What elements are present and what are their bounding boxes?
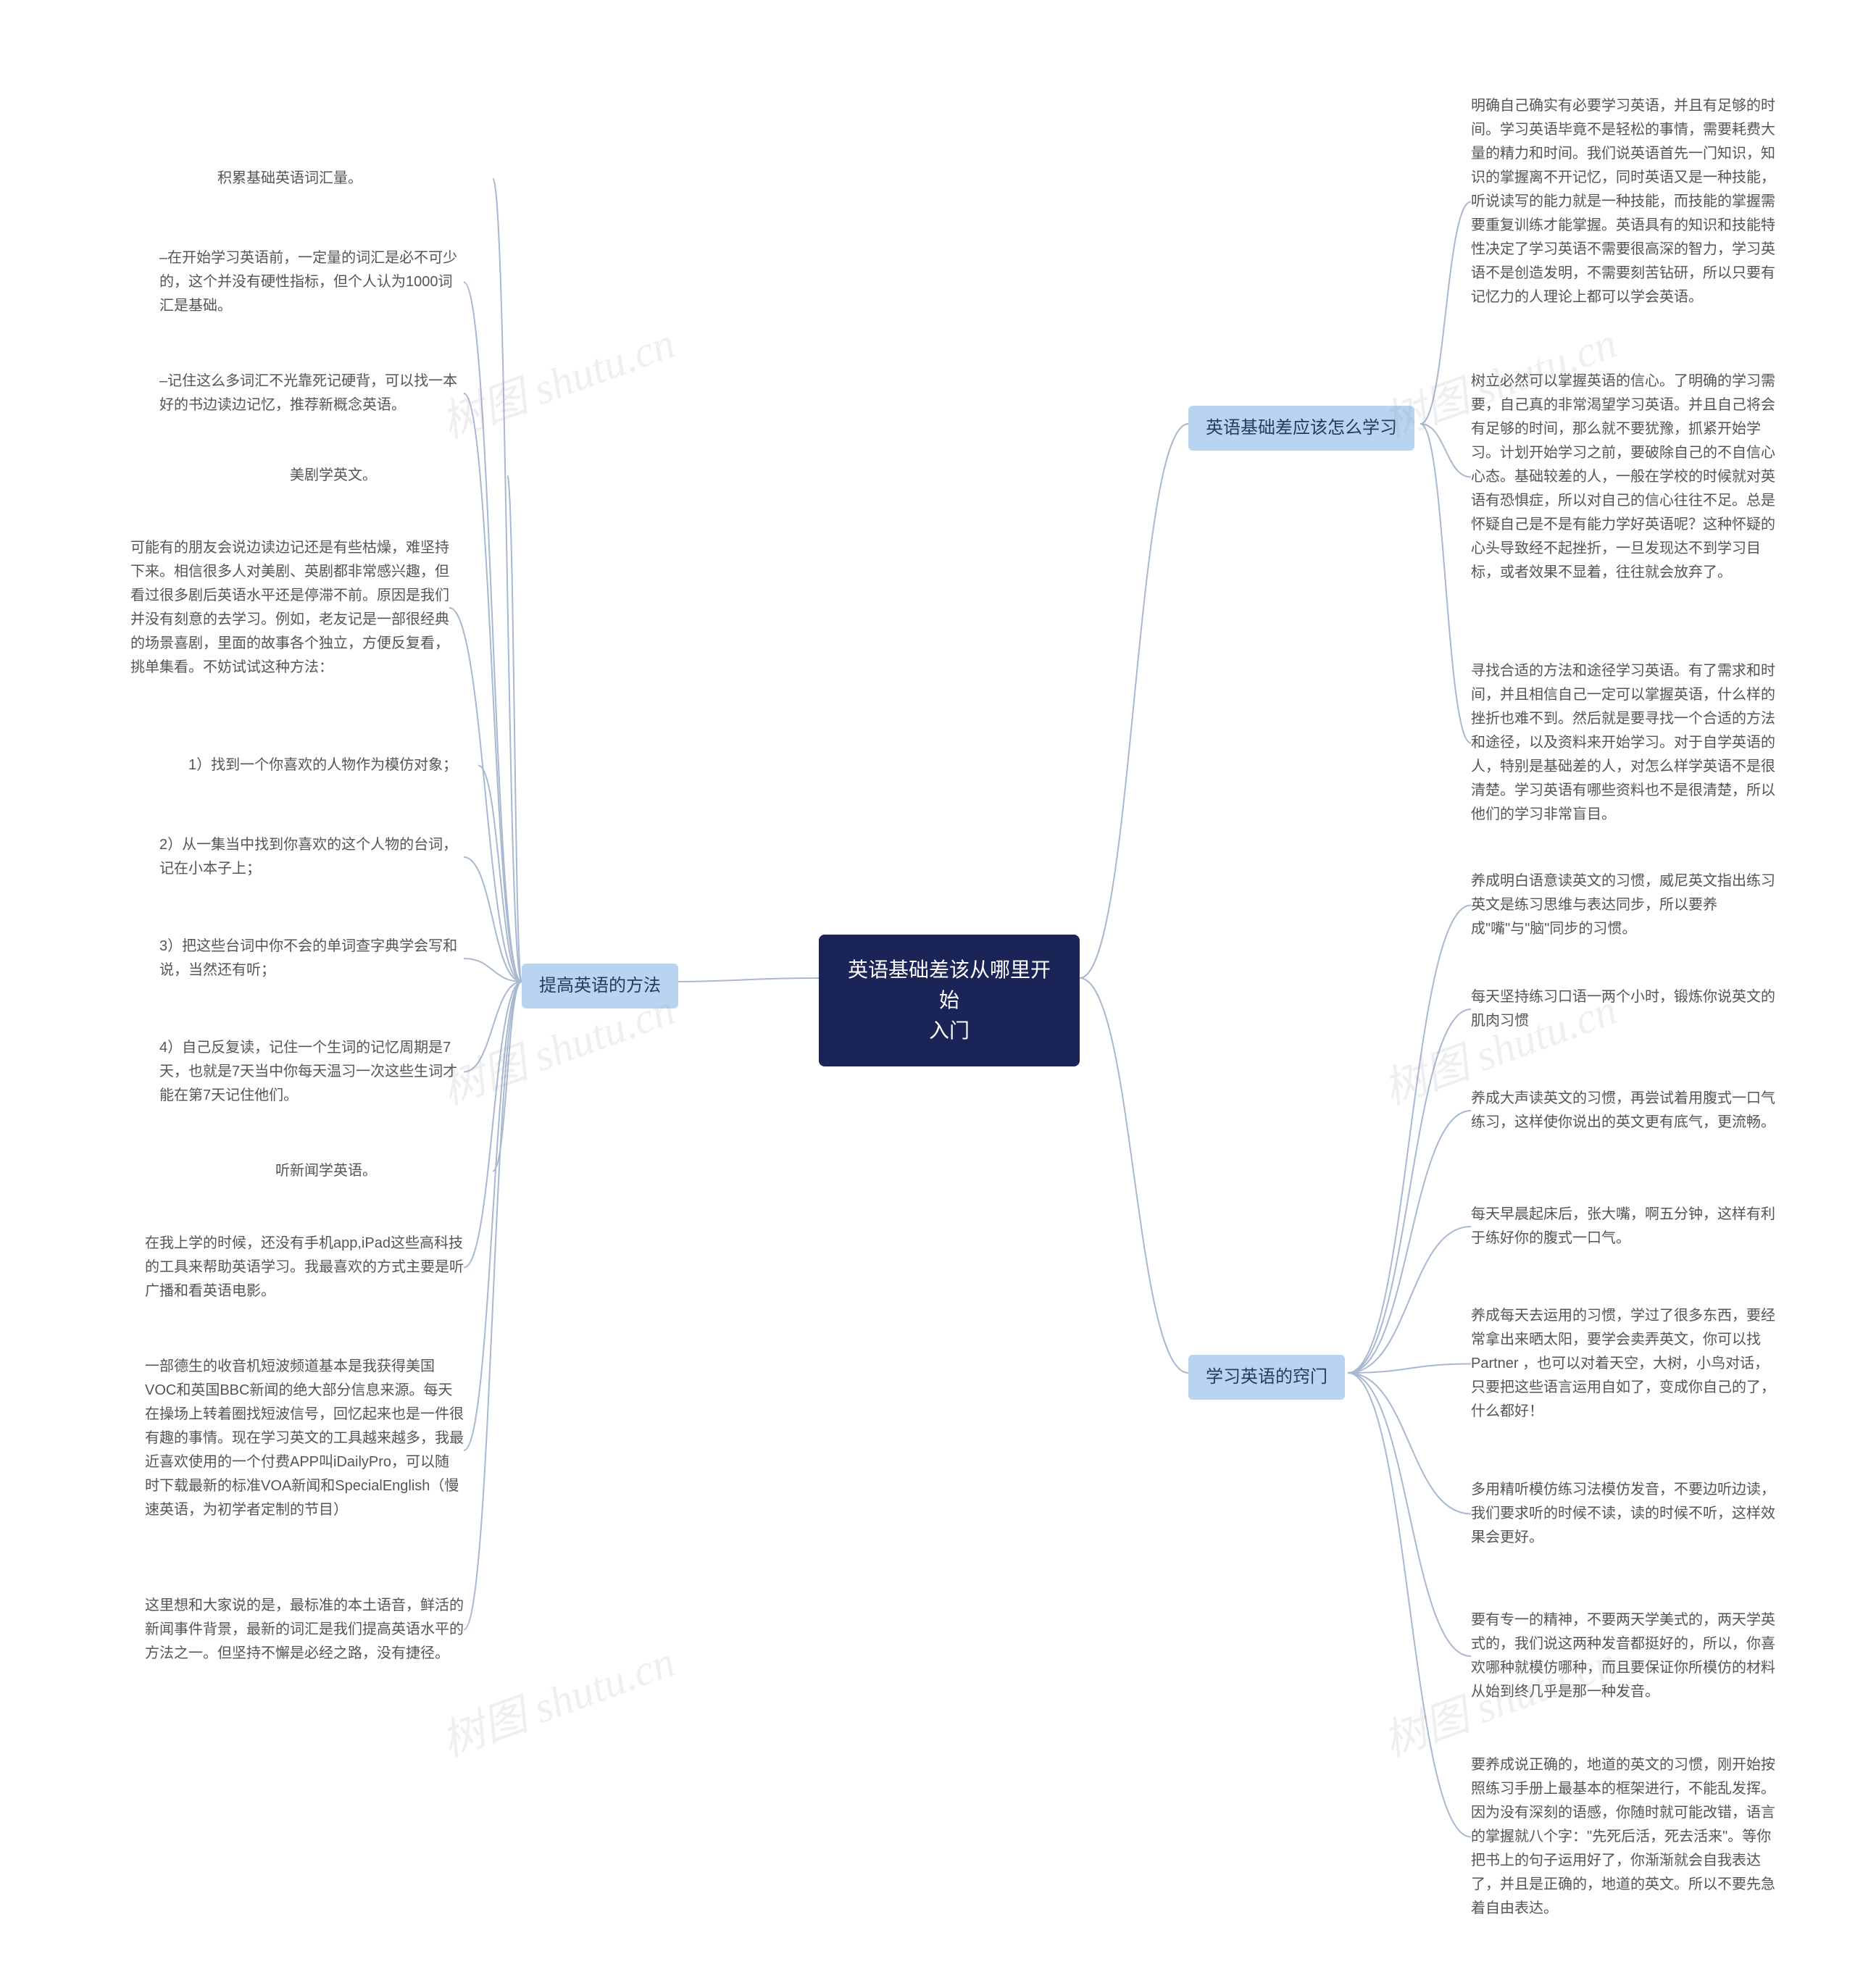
leaf-right2-4: 养成每天去运用的习惯，学过了很多东西，要经常拿出来晒太阳，要学会卖弄英文，你可以… [1471, 1304, 1775, 1424]
leaf-right1-1: 树立必然可以掌握英语的信心。了明确的学习需要，自己真的非常渴望学习英语。并且自己… [1471, 369, 1775, 585]
leaf-left-4: 可能有的朋友会说边读边记还是有些枯燥，难坚持下来。相信很多人对美剧、英剧都非常感… [130, 536, 449, 680]
leaf-left-11: 一部德生的收音机短波频道基本是我获得美国VOC和英国BBC新闻的绝大部分信息来源… [145, 1355, 464, 1522]
leaf-right2-1: 每天坚持练习口语一两个小时，锻炼你说英文的肌肉习惯 [1471, 985, 1775, 1033]
leaf-left-12: 这里想和大家说的是，最标准的本土语音，鲜活的新闻事件背景，最新的词汇是我们提高英… [145, 1594, 464, 1666]
leaf-left-1: –在开始学习英语前，一定量的词汇是必不可少的，这个并没有硬性指标，但个人认为10… [159, 246, 464, 318]
leaf-left-0: 积累基础英语词汇量。 [217, 167, 362, 191]
leaf-left-5: 1）找到一个你喜欢的人物作为模仿对象； [188, 753, 457, 777]
leaf-right2-6: 要有专一的精神，不要两天学美式的，两天学英式的，我们说这两种发音都挺好的，所以，… [1471, 1608, 1775, 1704]
leaf-left-7: 3）把这些台词中你不会的单词查字典学会写和说，当然还有听； [159, 935, 464, 982]
leaf-left-10: 在我上学的时候，还没有手机app,iPad这些高科技的工具来帮助英语学习。我最喜… [145, 1232, 464, 1303]
branch-left: 提高英语的方法 [522, 964, 678, 1008]
branch-right1: 英语基础差应该怎么学习 [1188, 406, 1414, 451]
watermark-4: 树图 shutu.cn [431, 1626, 682, 1769]
leaf-right2-2: 养成大声读英文的习惯，再尝试着用腹式一口气练习，这样使你说出的英文更有底气，更流… [1471, 1087, 1775, 1135]
leaf-right2-3: 每天早晨起床后，张大嘴，啊五分钟，这样有利于练好你的腹式一口气。 [1471, 1203, 1775, 1250]
leaf-left-2: –记住这么多词汇不光靠死记硬背，可以找一本好的书边读边记忆，推荐新概念英语。 [159, 369, 464, 417]
leaf-left-6: 2）从一集当中找到你喜欢的这个人物的台词，记在小本子上； [159, 833, 464, 881]
root-node: 英语基础差该从哪里开始 入门 [819, 935, 1080, 1066]
watermark-0: 树图 shutu.cn [431, 308, 682, 451]
branch-right2: 学习英语的窍门 [1188, 1355, 1345, 1400]
leaf-left-9: 听新闻学英语。 [275, 1159, 377, 1183]
leaf-right2-0: 养成明白语意读英文的习惯，威尼英文指出练习英文是练习思维与表达同步，所以要养成"… [1471, 869, 1775, 941]
leaf-right1-0: 明确自己确实有必要学习英语，并且有足够的时间。学习英语毕竟不是轻松的事情，需要耗… [1471, 94, 1775, 309]
leaf-left-3: 美剧学英文。 [290, 464, 377, 488]
leaf-right2-7: 要养成说正确的，地道的英文的习惯，刚开始按照练习手册上最基本的框架进行，不能乱发… [1471, 1753, 1775, 1921]
leaf-right2-5: 多用精听模仿练习法模仿发音，不要边听边读，我们要求听的时候不读，读的时候不听，这… [1471, 1478, 1775, 1550]
leaf-left-8: 4）自己反复读，记住一个生词的记忆周期是7天，也就是7天当中你每天温习一次这些生… [159, 1036, 464, 1108]
leaf-right1-2: 寻找合适的方法和途径学习英语。有了需求和时间，并且相信自己一定可以掌握英语，什么… [1471, 659, 1775, 827]
